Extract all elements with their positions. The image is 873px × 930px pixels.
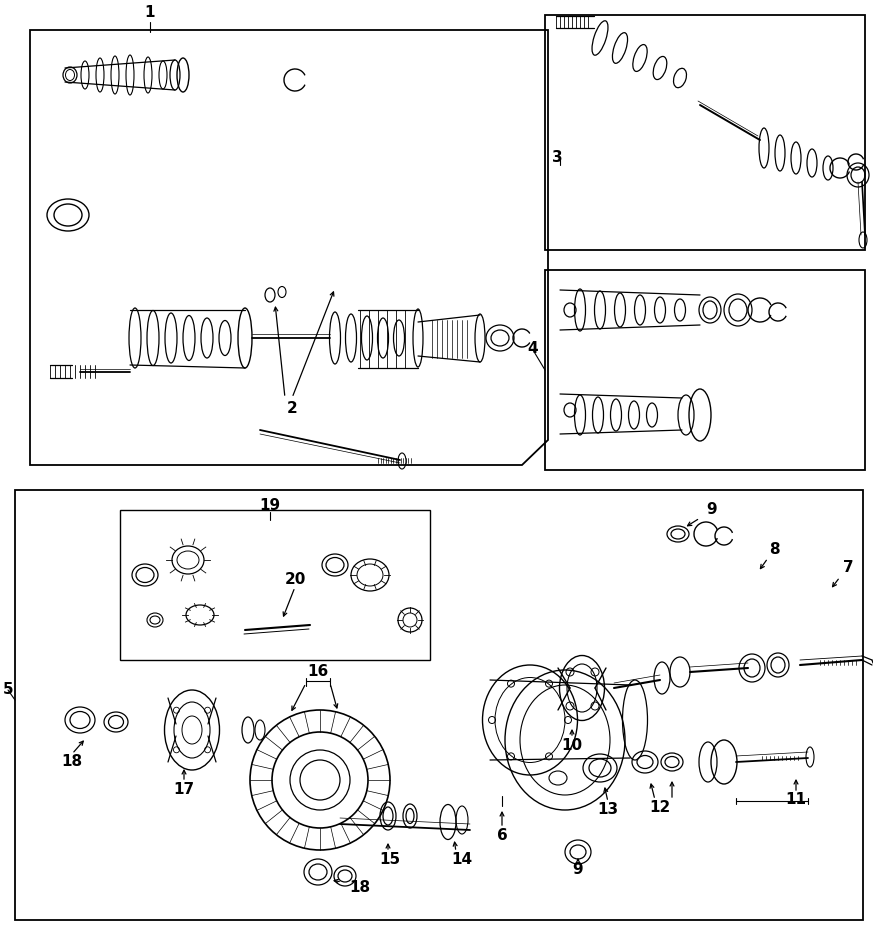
Text: 18: 18 [61, 754, 83, 769]
Text: 11: 11 [786, 792, 807, 807]
Text: 20: 20 [285, 573, 306, 588]
Text: 8: 8 [769, 542, 780, 557]
Bar [15, 490, 863, 920]
Text: 6: 6 [497, 829, 507, 844]
Bar [120, 510, 430, 660]
Bar [545, 15, 865, 250]
Text: 4: 4 [527, 340, 539, 355]
Text: 14: 14 [451, 853, 472, 868]
Text: 16: 16 [307, 665, 328, 680]
Text: 1: 1 [145, 5, 155, 20]
Text: 15: 15 [380, 853, 401, 868]
Text: 9: 9 [706, 502, 718, 517]
Text: 2: 2 [286, 401, 298, 416]
Bar [545, 270, 865, 470]
Text: 5: 5 [3, 683, 13, 698]
Text: 18: 18 [349, 881, 370, 896]
Text: 12: 12 [650, 801, 670, 816]
Text: 9: 9 [573, 862, 583, 878]
Text: 7: 7 [842, 561, 853, 576]
Text: 13: 13 [597, 803, 619, 817]
Text: 17: 17 [174, 782, 195, 798]
Text: 3: 3 [552, 150, 562, 165]
Text: 19: 19 [259, 498, 280, 512]
Text: 10: 10 [561, 738, 582, 753]
